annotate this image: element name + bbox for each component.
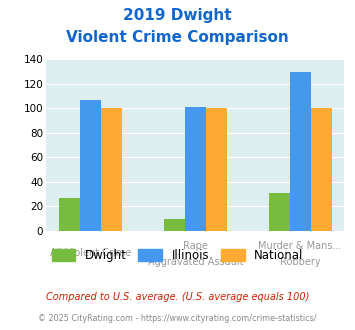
- Bar: [164, 219, 185, 231]
- Bar: [59, 198, 80, 231]
- Text: All Violent Crime: All Violent Crime: [50, 248, 131, 257]
- Text: Compared to U.S. average. (U.S. average equals 100): Compared to U.S. average. (U.S. average …: [46, 292, 309, 302]
- Text: Aggravated Assault: Aggravated Assault: [147, 257, 243, 267]
- Bar: [206, 109, 227, 231]
- Bar: [269, 193, 290, 231]
- Text: Robbery: Robbery: [280, 257, 321, 267]
- Text: Rape: Rape: [183, 241, 208, 251]
- Bar: [80, 100, 101, 231]
- Text: © 2025 CityRating.com - https://www.cityrating.com/crime-statistics/: © 2025 CityRating.com - https://www.city…: [38, 314, 317, 323]
- Bar: [101, 109, 122, 231]
- Text: Violent Crime Comparison: Violent Crime Comparison: [66, 30, 289, 45]
- Bar: [311, 109, 332, 231]
- Bar: [185, 107, 206, 231]
- Bar: [290, 72, 311, 231]
- Text: 2019 Dwight: 2019 Dwight: [123, 8, 232, 23]
- Legend: Dwight, Illinois, National: Dwight, Illinois, National: [47, 244, 308, 266]
- Text: Murder & Mans...: Murder & Mans...: [258, 241, 342, 251]
